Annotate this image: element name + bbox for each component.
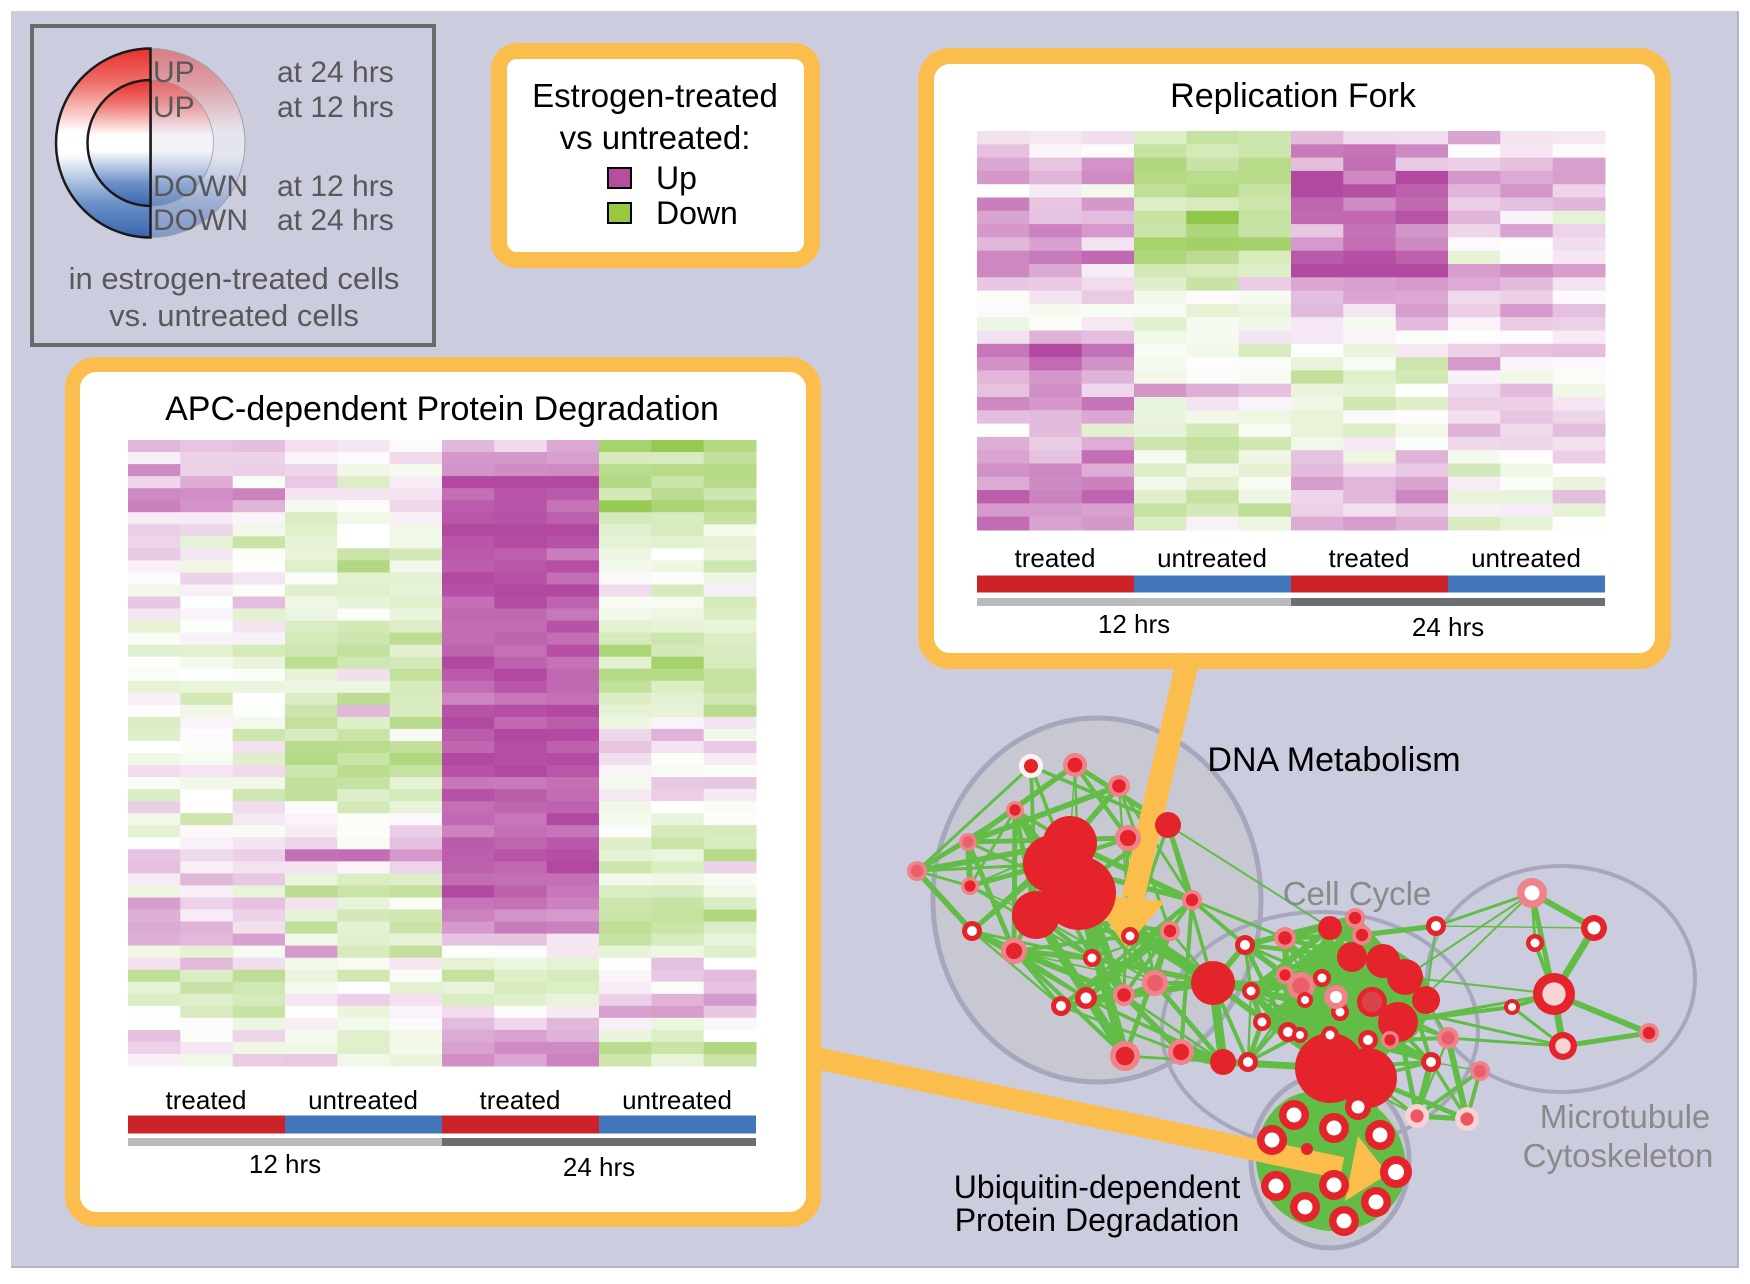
svg-text:12 hrs: 12 hrs: [249, 1149, 321, 1179]
svg-text:12 hrs: 12 hrs: [1098, 609, 1170, 639]
svg-text:untreated: untreated: [622, 1085, 732, 1115]
svg-text:Replication Fork: Replication Fork: [1170, 77, 1417, 115]
svg-text:untreated: untreated: [1157, 543, 1267, 573]
svg-text:UP: UP: [153, 91, 195, 124]
svg-text:treated: treated: [1015, 543, 1096, 573]
svg-text:Up: Up: [656, 160, 697, 196]
svg-text:vs. untreated cells: vs. untreated cells: [109, 298, 359, 333]
svg-text:Microtubule: Microtubule: [1540, 1098, 1711, 1135]
svg-text:treated: treated: [1329, 543, 1410, 573]
svg-text:DOWN: DOWN: [153, 204, 248, 237]
svg-text:Estrogen-treated: Estrogen-treated: [532, 77, 778, 114]
svg-text:24 hrs: 24 hrs: [1412, 612, 1484, 642]
svg-text:APC-dependent Protein Degradat: APC-dependent Protein Degradation: [165, 390, 719, 428]
svg-text:treated: treated: [480, 1085, 561, 1115]
svg-text:UP: UP: [153, 56, 195, 89]
svg-text:treated: treated: [166, 1085, 247, 1115]
svg-text:Cytoskeleton: Cytoskeleton: [1523, 1137, 1714, 1174]
svg-text:Protein Degradation: Protein Degradation: [955, 1202, 1240, 1238]
svg-text:DNA Metabolism: DNA Metabolism: [1207, 741, 1460, 779]
svg-text:Down: Down: [656, 195, 738, 231]
svg-text:DOWN: DOWN: [153, 170, 248, 203]
svg-text:at 12 hrs: at 12 hrs: [277, 170, 394, 203]
svg-text:untreated: untreated: [1471, 543, 1581, 573]
svg-text:untreated: untreated: [308, 1085, 418, 1115]
svg-text:vs untreated:: vs untreated:: [560, 119, 751, 156]
svg-text:at 24 hrs: at 24 hrs: [277, 204, 394, 237]
svg-text:at 12 hrs: at 12 hrs: [277, 91, 394, 124]
svg-text:Cell Cycle: Cell Cycle: [1283, 875, 1432, 912]
svg-text:24 hrs: 24 hrs: [563, 1152, 635, 1182]
svg-text:Ubiquitin-dependent: Ubiquitin-dependent: [954, 1169, 1241, 1205]
svg-text:in estrogen-treated cells: in estrogen-treated cells: [69, 261, 400, 296]
svg-text:at 24 hrs: at 24 hrs: [277, 56, 394, 89]
